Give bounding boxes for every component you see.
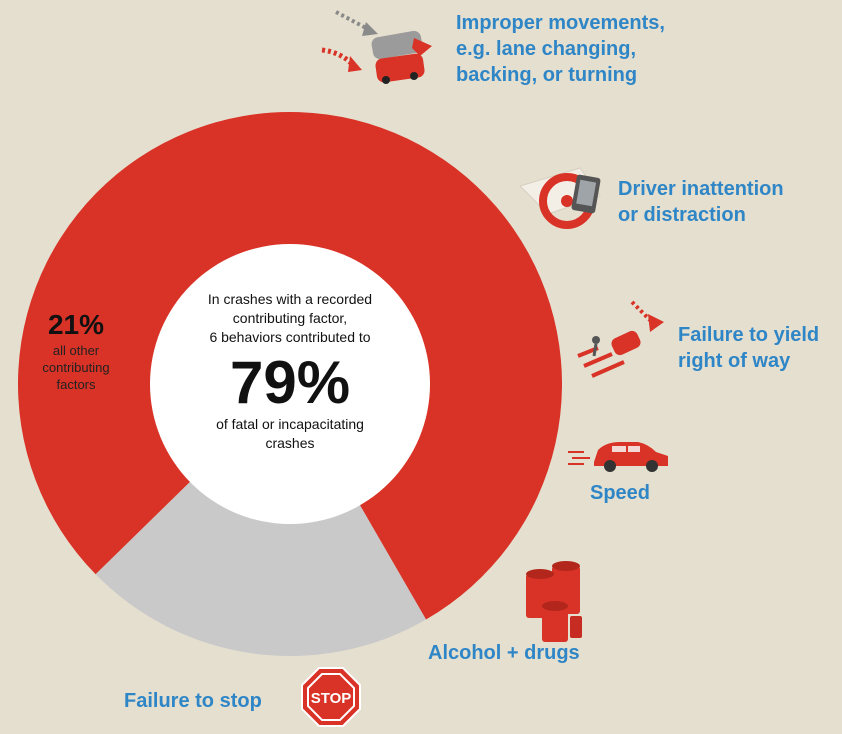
label-yield-line-1: Failure to yield [678,324,820,346]
improper-movement-icon [321,10,432,84]
label-inattention-line-1: Driver inattention [618,178,784,200]
label-driver-inattention: Driver inattention or distraction [618,176,784,228]
label-improper-movements: Improper movements, e.g. lane changing, … [456,10,665,88]
label-improper-line-3: backing, or turning [456,64,638,86]
label-improper-line-2: e.g. lane changing, [456,38,637,60]
center-percent: 79% [229,349,351,416]
label-failure-to-yield: Failure to yield right of way [678,322,819,374]
center-line-1: In crashes with a recorded [207,291,373,307]
other-line-1: all other [52,343,100,358]
label-yield-line-2: right of way [678,350,791,372]
center-caption: In crashes with a recorded contributing … [150,290,430,453]
label-speed-line-1: Speed [590,482,651,504]
center-line-3: 6 behaviors contributed to [209,329,371,345]
cans-bottle-icon [526,561,582,642]
label-speed: Speed [590,480,650,506]
label-improper-line-1: Improper movements, [456,12,665,34]
label-alcohol-drugs: Alcohol + drugs [428,640,580,666]
center-line-4: of fatal or incapacitating [216,416,364,432]
other-line-2: contributing [42,360,110,375]
phone-distraction-icon [519,167,601,229]
label-stop-line-1: Failure to stop [124,690,262,712]
label-alcohol-line-1: Alcohol + drugs [428,642,580,664]
label-inattention-line-2: or distraction [618,204,746,226]
stop-sign-icon: STOP [301,667,361,727]
speeding-car-icon [568,442,668,472]
center-line-5: crashes [265,435,315,451]
center-line-2: contributing factor, [232,310,348,326]
donut-hole [150,244,430,524]
other-percent: 21% [47,309,105,340]
other-line-3: factors [56,377,96,392]
yield-crosswalk-icon [577,300,664,378]
other-factors-caption: 21% all other contributing factors [20,308,132,393]
label-failure-to-stop: Failure to stop [124,688,262,714]
stop-sign-text: STOP [311,690,352,707]
